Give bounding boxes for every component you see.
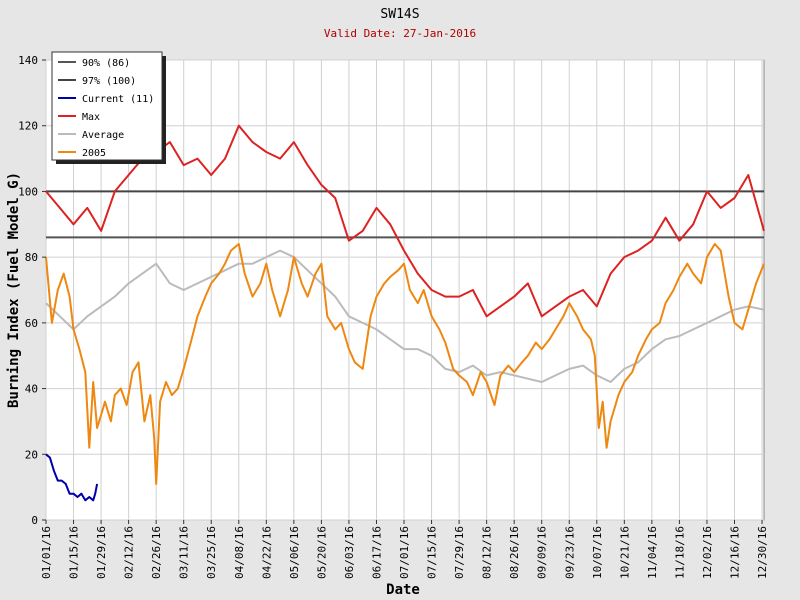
x-tick-label: 02/26/16 (150, 526, 163, 579)
x-tick-label: 03/11/16 (178, 526, 191, 579)
y-tick-label: 120 (18, 120, 38, 133)
reference-lines (46, 190, 764, 239)
y-axis: 0 20 40 60 80 100 120 140 (18, 54, 46, 527)
x-tick-label: 08/26/16 (508, 526, 521, 579)
x-tick-label: 10/07/16 (591, 526, 604, 579)
x-tick-label: 11/04/16 (646, 526, 659, 579)
x-tick-label: 10/21/16 (618, 526, 631, 579)
chart-title: SW14S (380, 7, 419, 22)
y-tick-label: 100 (18, 185, 38, 198)
legend-label: Average (82, 130, 124, 141)
y-tick-label: 0 (31, 514, 38, 527)
series-line-2005 (45, 243, 765, 485)
y-tick-label: 80 (25, 251, 38, 264)
x-tick-label: 04/08/16 (233, 526, 246, 579)
legend-label: 90% (86) (82, 58, 130, 69)
x-tick-label: 08/12/16 (481, 526, 494, 579)
y-tick-label: 20 (25, 448, 38, 461)
legend-label: Current (11) (82, 94, 154, 105)
legend-label: 2005 (82, 148, 106, 159)
legend-box (51, 51, 163, 161)
x-tick-label: 12/30/16 (756, 526, 769, 579)
x-tick-label: 12/16/16 (728, 526, 741, 579)
x-tick-label: 02/12/16 (123, 526, 136, 579)
x-tick-label: 07/15/16 (426, 526, 439, 579)
x-tick-label: 12/02/16 (701, 526, 714, 579)
legend-label: Max (82, 112, 100, 123)
y-tick-label: 60 (25, 317, 38, 330)
x-tick-label: 05/20/16 (315, 526, 328, 579)
x-tick-label: 09/23/16 (563, 526, 576, 579)
x-tick-label: 01/15/16 (68, 526, 81, 579)
series-line-current-11 (45, 453, 99, 502)
x-axis: 01/01/16 01/15/16 01/29/16 02/12/16 02/26/16… (40, 520, 769, 579)
y-axis-label: Burning Index (Fuel Model G) (6, 172, 22, 408)
x-tick-label: 05/06/16 (288, 526, 301, 579)
x-tick-label: 11/18/16 (673, 526, 686, 579)
legend: 90% (86) 97% (100) Current (11) Max Average 2… (51, 51, 166, 164)
y-tick-label: 140 (18, 54, 38, 67)
x-tick-label: 04/22/16 (260, 526, 273, 579)
x-tick-label: 01/01/16 (40, 526, 53, 579)
x-tick-label: 06/03/16 (343, 526, 356, 579)
x-tick-label: 07/01/16 (398, 526, 411, 579)
x-tick-label: 06/17/16 (370, 526, 383, 579)
x-tick-label: 09/09/16 (536, 526, 549, 579)
x-axis-label: Date (386, 582, 420, 598)
legend-label: 97% (100) (82, 76, 136, 87)
x-tick-label: 01/29/16 (95, 526, 108, 579)
chart-subtitle: Valid Date: 27-Jan-2016 (324, 27, 476, 40)
x-tick-label: 07/29/16 (453, 526, 466, 579)
legend-items: 90% (86) 97% (100) Current (11) Max Average 2… (58, 58, 154, 159)
y-tick-label: 40 (25, 383, 38, 396)
x-tick-label: 03/25/16 (205, 526, 218, 579)
series-line-average (45, 249, 765, 383)
